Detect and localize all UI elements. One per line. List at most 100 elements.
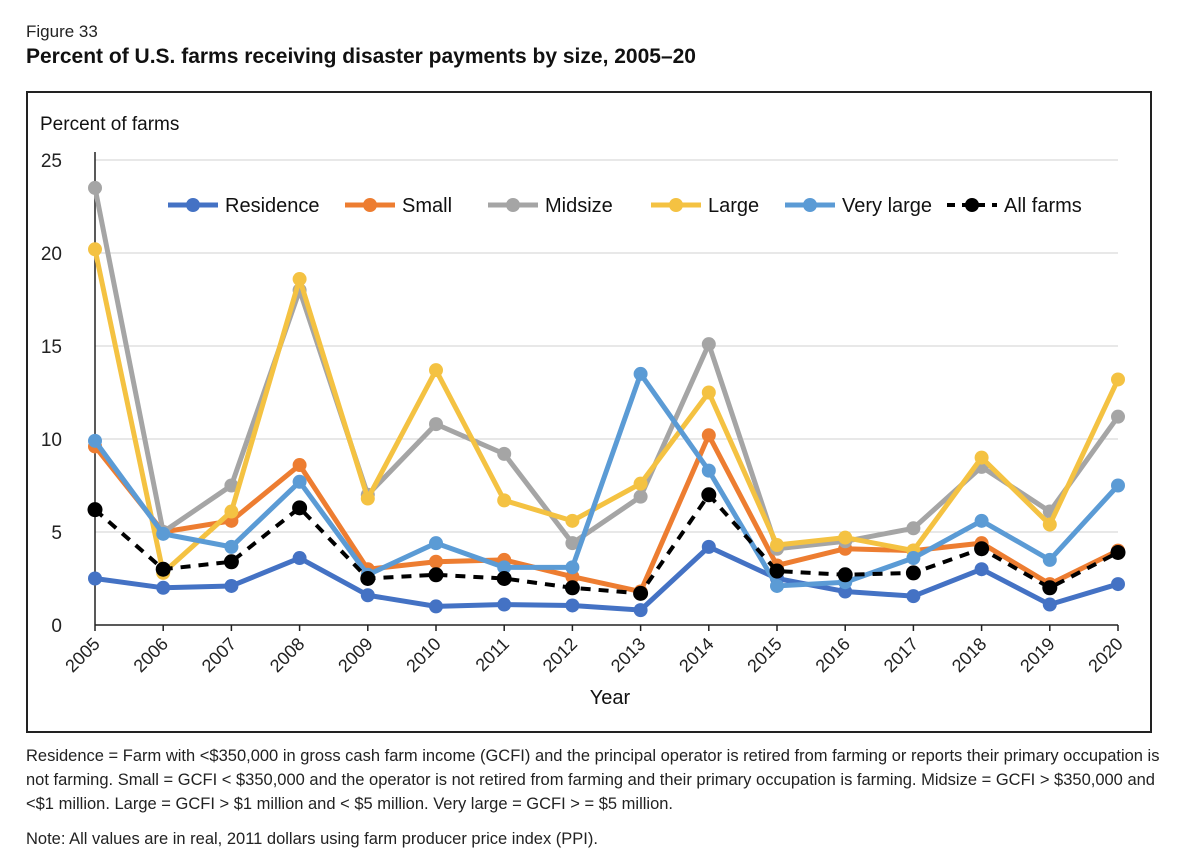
series-line [92,248,1121,576]
series-line [92,187,1121,552]
data-point [88,571,102,586]
footnote-definitions: Residence = Farm with <$350,000 in gross… [26,747,1160,813]
x-tick-label: 2019 [1016,634,1058,676]
data-point [565,536,580,551]
gridlines [95,159,1118,533]
legend-label: All farms [1004,195,1082,217]
data-point [292,474,307,489]
data-point [1042,552,1057,567]
legend-swatch-marker [186,198,200,212]
data-point [769,563,785,579]
data-point [633,366,648,381]
series-very-large [88,366,1125,593]
x-tick-label: 2007 [198,634,240,676]
data-point [633,476,648,491]
legend-label: Residence [225,195,320,217]
legend-swatch-marker [363,198,377,212]
data-point [565,560,580,575]
legend-item: Midsize [488,195,613,217]
data-point [87,502,103,518]
figure-label: Figure 33 [26,22,98,41]
legend-item: All farms [947,195,1082,217]
y-axis-title: Percent of farms [40,114,179,135]
data-point [429,363,443,378]
legend-swatch-marker [803,198,817,212]
data-point [633,585,649,601]
legend-label: Midsize [545,195,613,217]
x-tick-label: 2009 [334,634,376,676]
series-all-farms [87,487,1126,601]
data-point [1042,517,1057,532]
x-tick-label: 2011 [472,634,514,676]
y-tick-label: 20 [41,244,62,265]
legend-label: Small [402,195,452,217]
legend-item: Residence [168,195,320,217]
series-line [94,544,1119,613]
data-point [156,526,171,541]
data-point [1110,544,1126,560]
data-point [360,571,376,586]
data-point [564,580,580,596]
data-point [497,493,512,508]
data-point [155,561,171,577]
legend-label: Very large [842,195,932,217]
data-point [496,571,512,586]
x-tick-label: 2005 [61,634,103,676]
data-point [701,463,716,478]
x-tick-label: 2006 [130,634,172,676]
y-tick-label: 15 [41,337,62,358]
data-point [429,554,443,569]
series-layer [87,180,1126,618]
data-point [429,536,443,551]
legend-item: Large [651,195,759,217]
y-tick-label: 5 [51,523,62,544]
data-point [905,565,921,581]
data-point [701,428,716,443]
data-point [837,567,853,583]
legend-item: Small [345,195,452,217]
legend-swatch-marker [965,198,979,212]
data-point [497,597,512,612]
x-tick-label: 2020 [1084,634,1126,676]
data-point [906,551,921,566]
y-tick-label: 25 [41,151,62,172]
x-tick-label: 2010 [402,634,444,676]
data-point [224,504,239,519]
data-point [292,458,307,473]
data-point [429,599,443,614]
data-point [974,541,990,557]
data-point [497,560,512,575]
data-point [701,487,717,503]
data-point [838,530,853,545]
chart-frame [26,91,1152,733]
data-point [224,539,239,554]
x-tick-label: 2015 [743,634,785,676]
data-point [565,598,580,613]
data-point [156,580,171,595]
data-point [224,478,239,493]
line-chart: Percent of farms Year 0 5 10 15 20 25 2005 2006… [40,114,1127,709]
data-point [633,489,648,504]
data-point [565,513,580,528]
x-tick-label: 2014 [675,634,717,676]
data-point [292,500,308,516]
x-tick-label: 2016 [812,634,854,676]
figure-title: Percent of U.S. farms receiving disaster… [26,45,696,68]
data-point [770,538,784,553]
series-residence [88,539,1125,618]
data-point [701,337,716,352]
data-point [223,554,239,570]
data-point [974,562,989,577]
x-tick-label: 2012 [539,634,581,676]
x-tick-label: 2018 [948,634,990,676]
data-point [292,551,307,566]
data-point [1042,597,1057,612]
data-point [906,521,921,536]
data-point [360,491,375,506]
axes: 0 5 10 15 20 25 2005 2006 2007 2008 2009 2010 2011 20… [41,151,1127,676]
data-point [701,385,716,400]
data-point [1111,478,1125,493]
series-line [92,371,1120,589]
data-point [974,450,989,465]
legend-swatch-marker [669,198,683,212]
